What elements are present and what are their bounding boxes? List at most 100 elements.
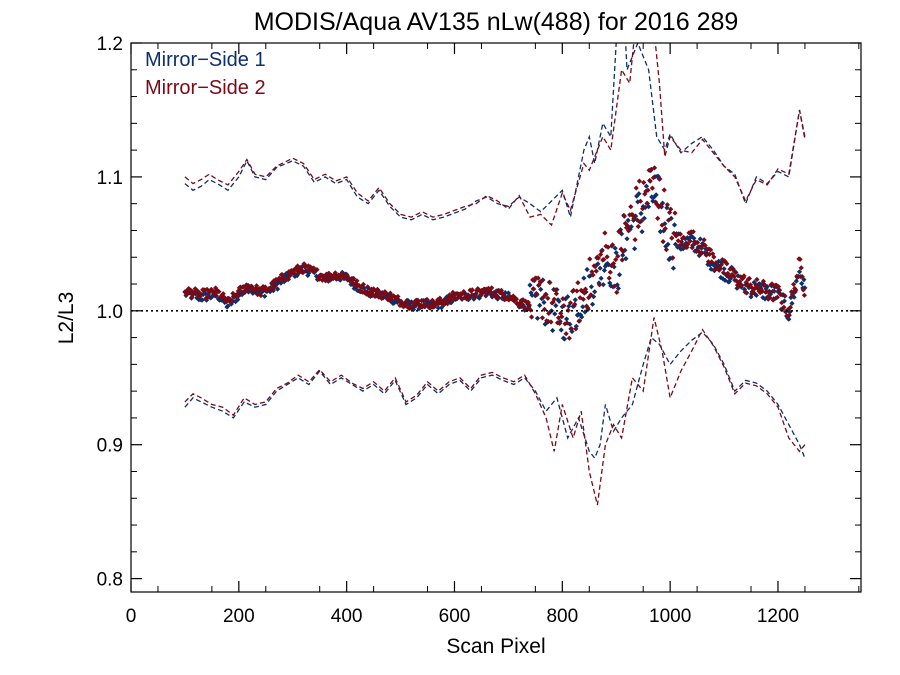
data-point [632, 246, 638, 252]
data-point [472, 294, 479, 300]
data-point [500, 293, 507, 299]
data-point [619, 257, 625, 263]
data-point [758, 287, 764, 293]
data-point [691, 235, 697, 241]
data-point [662, 226, 668, 232]
data-point [296, 269, 302, 275]
data-point [599, 248, 605, 254]
data-point [713, 260, 719, 266]
data-point [665, 241, 671, 247]
y-axis-label: L2/L3 [55, 292, 78, 345]
data-point [725, 270, 731, 276]
data-point [793, 278, 799, 284]
data-point [767, 295, 773, 301]
series-1-lower-bound [184, 331, 806, 460]
data-point [718, 274, 724, 281]
data-point [585, 305, 591, 311]
data-point [191, 290, 197, 296]
series-2-lower-bound [184, 317, 806, 506]
data-point [765, 296, 771, 302]
data-point [474, 288, 480, 294]
data-point [561, 336, 568, 342]
data-point [564, 320, 570, 326]
data-point [656, 204, 662, 210]
data-point [565, 294, 571, 300]
data-point [665, 217, 672, 223]
data-point [455, 292, 461, 298]
data-point [763, 286, 769, 292]
data-point [564, 316, 570, 322]
data-point [736, 284, 742, 290]
data-point [602, 230, 608, 236]
data-point [616, 272, 623, 278]
data-point [751, 279, 757, 285]
data-point [461, 289, 467, 295]
legend-entry-mirror-side-1: Mirror−Side 1 [145, 49, 266, 71]
data-point [727, 276, 734, 282]
data-point [189, 294, 195, 300]
data-point [216, 289, 222, 295]
data-point [433, 301, 439, 307]
data-point [661, 187, 667, 193]
data-point [368, 287, 374, 293]
data-point [729, 264, 735, 270]
data-point [704, 246, 710, 252]
data-point [529, 292, 535, 298]
data-point [651, 165, 658, 171]
data-point [548, 319, 554, 325]
data-point [304, 267, 310, 273]
data-point [791, 294, 797, 300]
data-point [408, 299, 414, 305]
data-point [567, 321, 573, 327]
data-point [724, 261, 730, 267]
data-point [464, 296, 470, 302]
data-point [199, 297, 205, 303]
data-point [425, 303, 431, 309]
data-point [766, 289, 772, 295]
data-point [668, 215, 674, 221]
data-point [557, 320, 563, 326]
data-point [721, 266, 727, 272]
data-point [640, 206, 646, 212]
data-point [369, 293, 375, 299]
data-point [720, 276, 726, 282]
data-point [478, 292, 484, 298]
data-point [279, 272, 286, 278]
data-point [258, 292, 264, 299]
data-point [525, 299, 531, 305]
data-point [547, 279, 553, 286]
data-point [476, 295, 482, 301]
data-point [485, 290, 491, 296]
data-point [212, 291, 218, 298]
data-point [705, 259, 711, 265]
data-point [592, 263, 598, 270]
data-point [498, 287, 504, 293]
data-point [697, 244, 703, 250]
data-point [612, 283, 618, 289]
data-point [300, 270, 306, 276]
data-point [238, 290, 245, 296]
y-tick-label: 0.8 [97, 570, 123, 591]
data-point [687, 235, 693, 241]
data-point [234, 294, 240, 300]
data-point [529, 314, 535, 320]
data-point [755, 284, 761, 290]
data-point [779, 300, 785, 306]
data-point [799, 280, 805, 287]
data-point [494, 288, 500, 294]
data-point [462, 291, 468, 297]
data-point [671, 222, 678, 228]
data-point [637, 198, 644, 204]
data-point [539, 296, 545, 302]
data-point [208, 286, 214, 292]
data-point [262, 293, 268, 299]
data-point [186, 286, 192, 292]
data-point [546, 310, 552, 316]
data-point [374, 286, 380, 292]
data-point [732, 269, 738, 275]
data-point [575, 280, 581, 286]
data-point [542, 321, 548, 327]
data-point [288, 268, 294, 274]
x-tick-label: 1000 [649, 606, 691, 627]
data-point [327, 277, 333, 283]
